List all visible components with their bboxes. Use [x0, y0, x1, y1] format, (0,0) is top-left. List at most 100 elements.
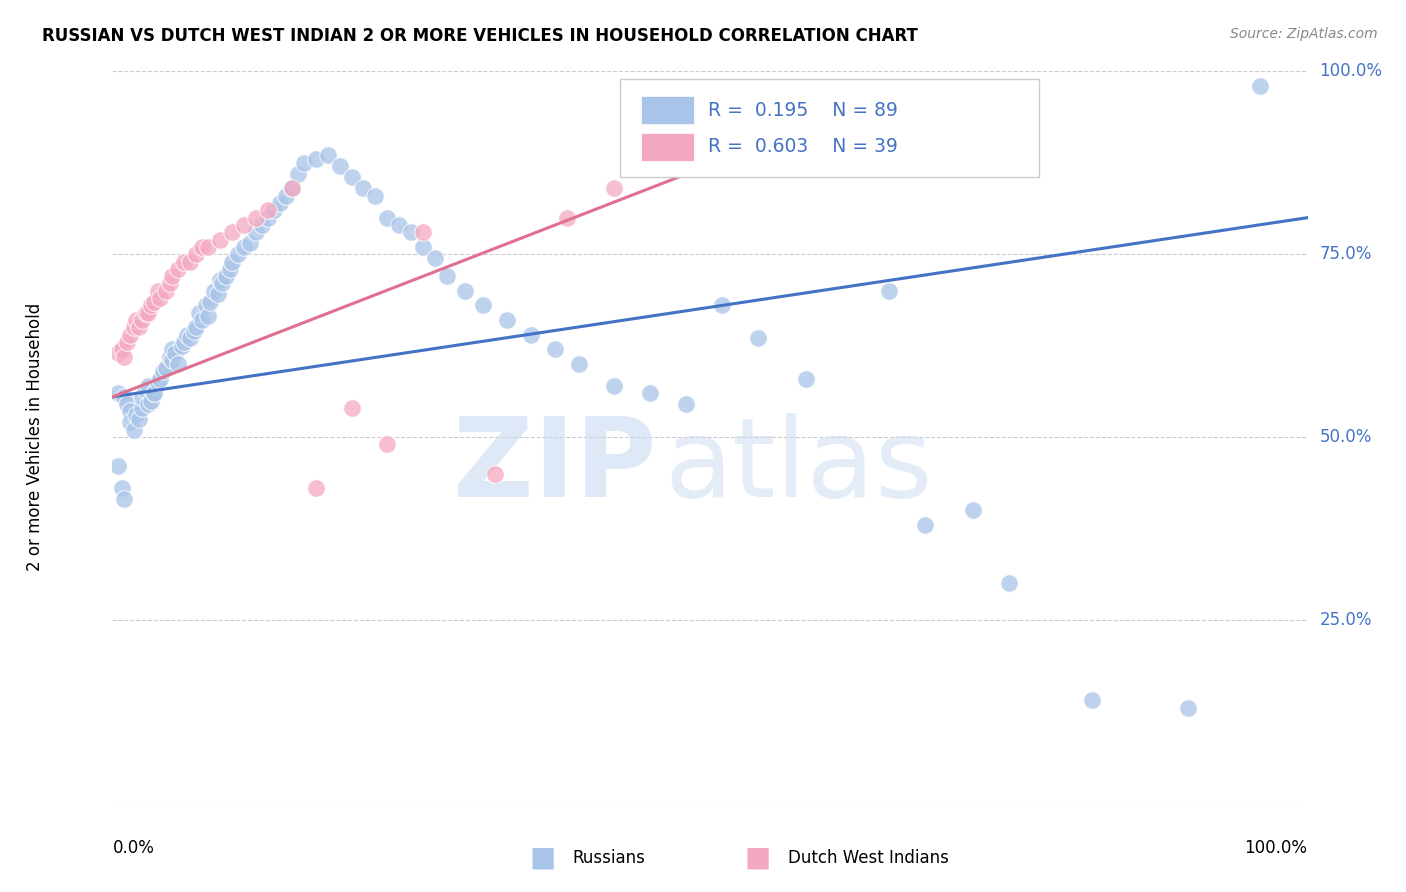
- Point: [107, 459, 129, 474]
- Point: [257, 203, 280, 218]
- Point: [208, 273, 231, 287]
- Point: [191, 240, 214, 254]
- Point: [425, 251, 447, 265]
- Point: [149, 371, 172, 385]
- Point: [162, 353, 183, 368]
- Point: [328, 160, 352, 174]
- Point: [340, 401, 363, 415]
- Point: [352, 181, 374, 195]
- Point: [245, 225, 267, 239]
- Point: [603, 379, 626, 393]
- Point: [163, 346, 186, 360]
- Point: [567, 357, 591, 371]
- Point: [162, 343, 183, 357]
- Point: [128, 320, 150, 334]
- Point: [638, 386, 662, 401]
- Point: [269, 196, 291, 211]
- Point: [167, 357, 190, 371]
- FancyBboxPatch shape: [641, 96, 695, 124]
- Point: [143, 386, 166, 401]
- Point: [304, 481, 326, 495]
- Point: [128, 412, 150, 426]
- Point: [866, 94, 889, 108]
- Point: [484, 467, 506, 481]
- Point: [197, 240, 219, 254]
- Point: [114, 390, 135, 404]
- Point: [131, 401, 153, 415]
- Point: [155, 284, 177, 298]
- Point: [250, 218, 273, 232]
- Point: [543, 343, 565, 357]
- Point: [159, 350, 181, 364]
- Point: [170, 338, 193, 352]
- Text: atlas: atlas: [665, 413, 934, 520]
- Text: 2 or more Vehicles in Household: 2 or more Vehicles in Household: [25, 303, 44, 571]
- Point: [962, 503, 984, 517]
- Point: [167, 261, 190, 276]
- Text: Dutch West Indians: Dutch West Indians: [787, 848, 949, 867]
- Text: ■: ■: [745, 844, 770, 871]
- Text: Source: ZipAtlas.com: Source: ZipAtlas.com: [1230, 27, 1378, 41]
- Text: R =  0.603    N = 39: R = 0.603 N = 39: [707, 137, 897, 156]
- Point: [135, 383, 157, 397]
- Point: [122, 320, 145, 334]
- Text: R =  0.195    N = 89: R = 0.195 N = 89: [707, 101, 897, 120]
- Text: ■: ■: [530, 844, 555, 871]
- Point: [176, 327, 198, 342]
- Point: [232, 218, 256, 232]
- Point: [226, 247, 249, 261]
- Point: [202, 284, 225, 298]
- Point: [287, 167, 309, 181]
- Point: [114, 492, 135, 507]
- Point: [146, 376, 169, 390]
- Point: [998, 576, 1021, 591]
- Point: [603, 181, 626, 195]
- Point: [388, 218, 411, 232]
- Point: [207, 287, 229, 301]
- Point: [186, 247, 208, 261]
- Point: [520, 327, 543, 342]
- Point: [292, 155, 315, 169]
- Text: 100.0%: 100.0%: [1319, 62, 1382, 80]
- Point: [377, 211, 399, 225]
- Point: [149, 291, 172, 305]
- Point: [239, 236, 262, 251]
- Point: [187, 306, 209, 320]
- Text: Russians: Russians: [572, 848, 645, 867]
- Point: [454, 284, 477, 298]
- Point: [143, 294, 166, 309]
- Point: [179, 254, 201, 268]
- Point: [115, 397, 138, 411]
- Point: [496, 313, 519, 327]
- Point: [218, 261, 240, 276]
- Point: [274, 188, 297, 202]
- Point: [555, 211, 578, 225]
- Point: [877, 284, 900, 298]
- Point: [281, 181, 304, 195]
- Point: [131, 390, 153, 404]
- Point: [675, 397, 697, 411]
- Text: 75.0%: 75.0%: [1319, 245, 1372, 263]
- Text: 50.0%: 50.0%: [1319, 428, 1372, 446]
- Point: [139, 298, 162, 312]
- Point: [412, 240, 434, 254]
- Point: [125, 408, 148, 422]
- Point: [115, 334, 138, 349]
- Point: [194, 298, 217, 312]
- Point: [1177, 700, 1199, 714]
- Point: [155, 360, 177, 375]
- Point: [472, 298, 495, 312]
- Point: [179, 331, 201, 345]
- Point: [173, 254, 195, 268]
- Point: [377, 437, 399, 451]
- Point: [208, 233, 231, 247]
- Point: [221, 225, 243, 239]
- Point: [211, 277, 233, 291]
- Point: [245, 211, 267, 225]
- Point: [120, 416, 142, 430]
- Point: [159, 277, 181, 291]
- Point: [747, 331, 769, 345]
- Point: [316, 148, 339, 162]
- Point: [232, 240, 256, 254]
- Text: 100.0%: 100.0%: [1244, 839, 1308, 857]
